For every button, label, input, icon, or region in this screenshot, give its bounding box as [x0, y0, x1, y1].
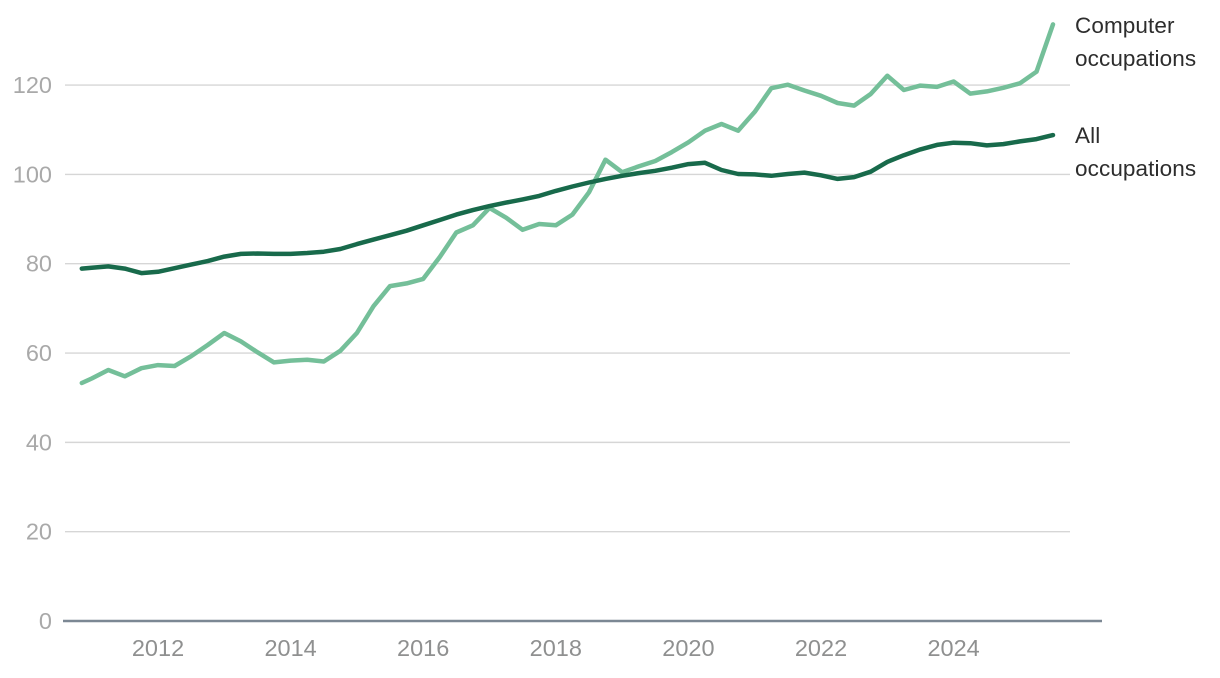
y-tick-label: 20: [26, 519, 52, 545]
x-tick-label: 2014: [264, 635, 316, 661]
y-tick-label: 120: [13, 72, 52, 98]
y-tick-label: 40: [26, 429, 52, 455]
y-tick-label: 0: [39, 608, 52, 634]
y-tick-label: 60: [26, 340, 52, 366]
x-tick-label: 2020: [662, 635, 714, 661]
series-label-all-occupations: All occupations: [1075, 123, 1197, 181]
x-tick-label: 2012: [132, 635, 184, 661]
series-line-computer-occupations: [79, 22, 1056, 386]
x-tick-label: 2024: [927, 635, 979, 661]
x-tick-label: 2016: [397, 635, 449, 661]
x-tick-label: 2022: [795, 635, 847, 661]
y-tick-label: 80: [26, 251, 52, 277]
x-tick-label: 2018: [530, 635, 582, 661]
series-line-all-occupations: [79, 132, 1056, 276]
y-tick-label: 100: [13, 161, 52, 187]
series-label-computer-occupations: Computer occupations: [1075, 13, 1197, 71]
